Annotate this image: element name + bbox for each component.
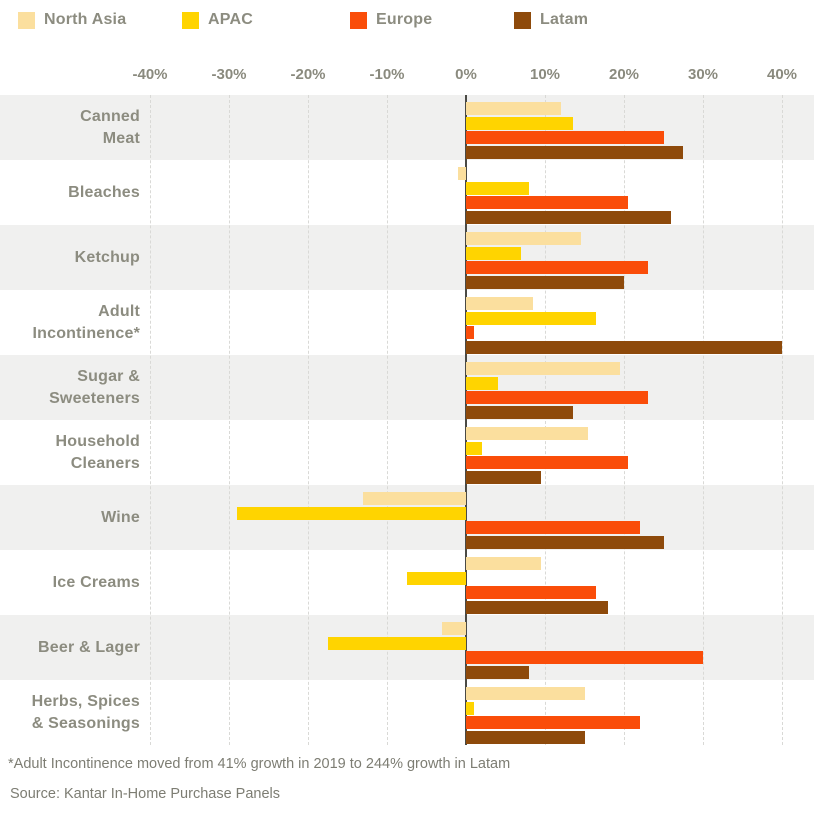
bar-herbs-spices-seasonings-latam bbox=[466, 730, 585, 744]
zero-axis-line bbox=[465, 95, 467, 745]
gridline--20 bbox=[308, 95, 309, 745]
apac-swatch-icon bbox=[182, 11, 199, 29]
bar-household-cleaners-apac bbox=[466, 441, 482, 455]
bar-adult-incontinence-apac bbox=[466, 311, 597, 325]
bar-wine-latam bbox=[466, 535, 664, 549]
bar-sugar-sweeteners-latam bbox=[466, 405, 573, 419]
row-stripe-herbs-spices-seasonings bbox=[0, 680, 814, 745]
axis-tick-label: 40% bbox=[766, 66, 798, 83]
bar-sugar-sweeteners-north-asia bbox=[466, 362, 621, 375]
bar-herbs-spices-seasonings-europe bbox=[466, 716, 640, 729]
chart-legend: North Asia APAC Europe Latam bbox=[0, 0, 814, 46]
source-text: Source: Kantar In-Home Purchase Panels bbox=[10, 786, 280, 802]
axis-tick-label: 10% bbox=[529, 66, 561, 83]
bar-ice-creams-europe bbox=[466, 586, 597, 599]
bar-beer-lager-north-asia bbox=[442, 622, 466, 635]
bar-beer-lager-europe bbox=[466, 651, 703, 664]
legend-item-europe: Europe bbox=[350, 11, 432, 29]
category-label-bleaches: Bleaches bbox=[68, 183, 140, 201]
axis-tick-label: -40% bbox=[132, 66, 168, 83]
category-label-herbs-spices-seasonings: Herbs, Spices & Seasonings bbox=[31, 692, 140, 732]
bar-household-cleaners-north-asia bbox=[466, 427, 589, 440]
legend-label: Latam bbox=[540, 11, 589, 28]
bar-bleaches-latam bbox=[466, 210, 672, 224]
axis-tick-label: -10% bbox=[369, 66, 405, 83]
legend-label: APAC bbox=[208, 11, 253, 28]
bar-adult-incontinence-europe bbox=[466, 326, 474, 339]
category-label-household-cleaners: Household Cleaners bbox=[55, 432, 140, 472]
gridline-40 bbox=[782, 95, 783, 745]
bar-beer-lager-apac bbox=[327, 636, 466, 650]
category-label-adult-incontinence: Adult Incontinence* bbox=[32, 302, 140, 342]
bar-canned-meat-latam bbox=[466, 145, 684, 159]
europe-swatch-icon bbox=[350, 11, 367, 29]
bar-household-cleaners-latam bbox=[466, 470, 542, 484]
legend-item-north-asia: North Asia bbox=[18, 11, 126, 29]
bar-ketchup-latam bbox=[466, 275, 624, 289]
bar-household-cleaners-europe bbox=[466, 456, 628, 469]
bar-sugar-sweeteners-europe bbox=[466, 391, 648, 404]
bar-ketchup-europe bbox=[466, 261, 648, 274]
bar-bleaches-apac bbox=[466, 181, 530, 195]
gridline-20 bbox=[624, 95, 625, 745]
bar-ice-creams-north-asia bbox=[466, 557, 542, 570]
bar-ice-creams-apac bbox=[406, 571, 466, 585]
bar-herbs-spices-seasonings-apac bbox=[466, 701, 474, 715]
category-label-ice-creams: Ice Creams bbox=[52, 573, 140, 591]
footnote-text: *Adult Incontinence moved from 41% growt… bbox=[8, 756, 511, 772]
north-asia-swatch-icon bbox=[18, 11, 35, 29]
bar-sugar-sweeteners-apac bbox=[466, 376, 498, 390]
gridline-30 bbox=[703, 95, 704, 745]
bar-beer-lager-latam bbox=[466, 665, 530, 679]
bar-ketchup-north-asia bbox=[466, 232, 581, 245]
bar-canned-meat-north-asia bbox=[466, 102, 561, 115]
gridline--10 bbox=[387, 95, 388, 745]
legend-item-latam: Latam bbox=[514, 11, 588, 29]
row-stripe-sugar-sweeteners bbox=[0, 355, 814, 420]
gridline--30 bbox=[229, 95, 230, 745]
category-label-sugar-sweeteners: Sugar & Sweeteners bbox=[49, 367, 140, 407]
bar-herbs-spices-seasonings-north-asia bbox=[466, 687, 585, 700]
category-label-ketchup: Ketchup bbox=[74, 248, 140, 266]
legend-label: North Asia bbox=[44, 11, 127, 28]
category-label-canned-meat: Canned Meat bbox=[80, 107, 140, 147]
category-label-beer-lager: Beer & Lager bbox=[38, 638, 140, 656]
bar-wine-north-asia bbox=[363, 492, 466, 505]
bar-canned-meat-europe bbox=[466, 131, 664, 144]
axis-tick-label: 0% bbox=[455, 66, 477, 83]
latam-swatch-icon bbox=[514, 11, 531, 29]
bar-ice-creams-latam bbox=[466, 600, 609, 614]
axis-tick-label: -30% bbox=[211, 66, 247, 83]
gridline--40 bbox=[150, 95, 151, 745]
legend-item-apac: APAC bbox=[182, 11, 253, 29]
row-stripe-bleaches bbox=[0, 160, 814, 225]
legend-label: Europe bbox=[376, 11, 433, 28]
row-stripe-household-cleaners bbox=[0, 420, 814, 485]
category-label-wine: Wine bbox=[101, 508, 140, 526]
bar-ketchup-apac bbox=[466, 246, 522, 260]
gridline-10 bbox=[545, 95, 546, 745]
row-stripe-ketchup bbox=[0, 225, 814, 290]
bar-bleaches-north-asia bbox=[458, 167, 466, 180]
bar-canned-meat-apac bbox=[466, 116, 573, 130]
bar-wine-apac bbox=[236, 506, 466, 520]
bar-adult-incontinence-north-asia bbox=[466, 297, 534, 310]
bar-adult-incontinence-latam bbox=[466, 340, 782, 354]
axis-tick-label: 20% bbox=[608, 66, 640, 83]
bar-wine-europe bbox=[466, 521, 640, 534]
bar-bleaches-europe bbox=[466, 196, 628, 209]
axis-tick-label: -20% bbox=[290, 66, 326, 83]
axis-tick-label: 30% bbox=[687, 66, 719, 83]
